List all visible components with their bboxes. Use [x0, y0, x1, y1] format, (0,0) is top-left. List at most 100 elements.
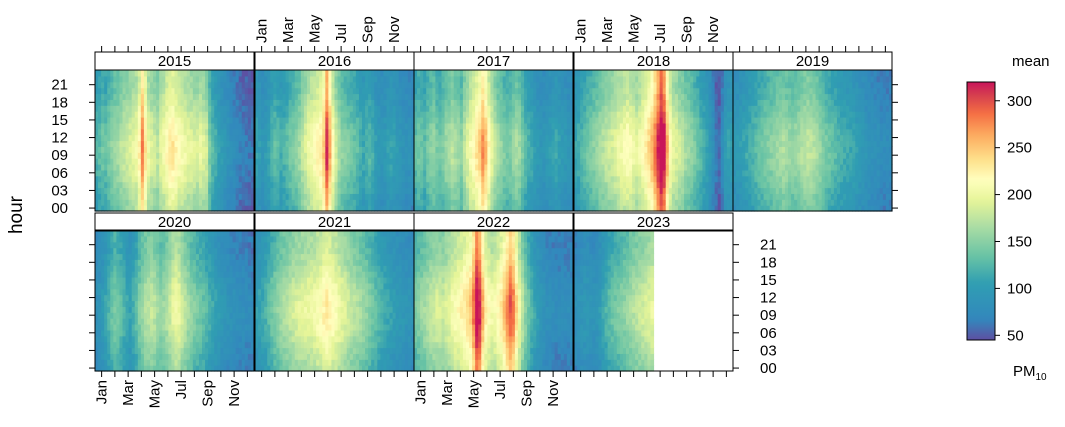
heatmap-cell — [267, 187, 271, 194]
heatmap-cell — [202, 70, 206, 77]
heatmap-cell — [162, 105, 166, 112]
heatmap-cell — [238, 152, 243, 159]
heatmap-cell — [294, 70, 299, 77]
heatmap-cell — [310, 117, 314, 124]
heatmap-cell — [125, 134, 130, 142]
heatmap-cell — [273, 87, 278, 95]
heatmap-cell — [205, 134, 209, 142]
heatmap-cell — [291, 111, 296, 118]
heatmap-cell — [270, 128, 274, 136]
heatmap-cell — [177, 105, 182, 112]
heatmap-cell — [306, 205, 311, 212]
heatmap-cell — [116, 128, 121, 136]
heatmap-cell — [267, 158, 271, 165]
heatmap-cell — [229, 111, 234, 118]
heatmap-cell — [128, 117, 133, 124]
heatmap-cell — [119, 75, 124, 83]
heatmap-cell — [300, 117, 305, 124]
heatmap-cell — [177, 117, 182, 124]
heatmap-cell — [104, 175, 108, 183]
heatmap-cell — [306, 181, 311, 189]
heatmap-cell — [150, 128, 154, 136]
heatmap-cell — [223, 75, 228, 83]
heatmap-cell — [279, 117, 284, 124]
heatmap-cell — [294, 158, 299, 165]
heatmap-cell — [168, 75, 173, 83]
heatmap-cell — [214, 152, 218, 159]
heatmap-cell — [156, 164, 160, 171]
heatmap-cell — [177, 140, 182, 147]
heatmap-cell — [153, 146, 157, 153]
heatmap-cell — [226, 187, 231, 194]
heatmap-cell — [264, 75, 268, 83]
heatmap-cell — [297, 105, 302, 112]
heatmap-cell — [294, 187, 299, 194]
heatmap-cell — [192, 158, 197, 165]
heatmap-cell — [162, 134, 166, 142]
heatmap-cell — [270, 140, 274, 147]
heatmap-cell — [258, 181, 262, 189]
heatmap-cell — [235, 152, 240, 159]
heatmap-cell — [104, 187, 108, 194]
heatmap-cell — [137, 181, 142, 189]
heatmap-cell — [238, 140, 243, 147]
heatmap-cell — [273, 146, 278, 153]
heatmap-cell — [189, 152, 194, 159]
heatmap-cell — [137, 140, 142, 147]
heatmap-cell — [146, 111, 151, 118]
heatmap-cell — [223, 128, 228, 136]
heatmap-cell — [306, 187, 311, 194]
heatmap-cell — [150, 87, 154, 95]
heatmap-cell — [153, 81, 157, 89]
heatmap-cell — [291, 187, 296, 194]
heatmap-cell — [285, 70, 290, 77]
heatmap-cell — [174, 187, 179, 194]
heatmap-cell — [217, 134, 221, 142]
heatmap-cell — [294, 205, 299, 212]
heatmap-cell — [264, 122, 268, 130]
heatmap-cell — [235, 93, 240, 100]
heatmap-cell — [95, 87, 99, 95]
heatmap-cell — [223, 181, 228, 189]
heatmap-cell — [159, 93, 163, 100]
heatmap-cell — [273, 175, 278, 183]
heatmap-cell — [189, 99, 194, 106]
heatmap-cell — [273, 105, 278, 112]
heatmap-cell — [95, 128, 99, 136]
heatmap-cell — [217, 105, 221, 112]
heatmap-cell — [162, 111, 166, 118]
heatmap-cell — [247, 146, 252, 153]
heatmap-cell — [235, 134, 240, 142]
heatmap-cell — [98, 99, 102, 106]
heatmap-cell — [107, 193, 111, 200]
heatmap-cell — [202, 134, 206, 142]
heatmap-cell — [282, 70, 287, 77]
heatmap-cell — [300, 87, 305, 95]
heatmap-cell — [235, 205, 240, 212]
heatmap-cell — [110, 181, 114, 189]
heatmap-cell — [238, 128, 243, 136]
heatmap-cell — [183, 205, 188, 212]
heatmap-cell — [202, 93, 206, 100]
heatmap-cell — [110, 158, 114, 165]
heatmap-cell — [110, 146, 114, 153]
heatmap-cell — [202, 111, 206, 118]
heatmap-cell — [229, 87, 234, 95]
heatmap-cell — [180, 140, 185, 147]
heatmap-cell — [226, 128, 231, 136]
heatmap-cell — [247, 199, 252, 206]
heatmap-cell — [214, 111, 218, 118]
heatmap-cell — [258, 175, 262, 183]
heatmap-cell — [279, 187, 284, 194]
heatmap-cell — [267, 75, 271, 83]
heatmap-cell — [137, 93, 142, 100]
heatmap-cell — [279, 87, 284, 95]
heatmap-cell — [189, 122, 194, 130]
heatmap-cell — [171, 175, 176, 183]
heatmap-cell — [137, 87, 142, 95]
heatmap-cell — [297, 158, 302, 165]
heatmap-cell — [143, 199, 148, 206]
heatmap-cell — [229, 70, 234, 77]
panel-2018 — [574, 70, 734, 212]
heatmap-cell — [220, 146, 225, 153]
